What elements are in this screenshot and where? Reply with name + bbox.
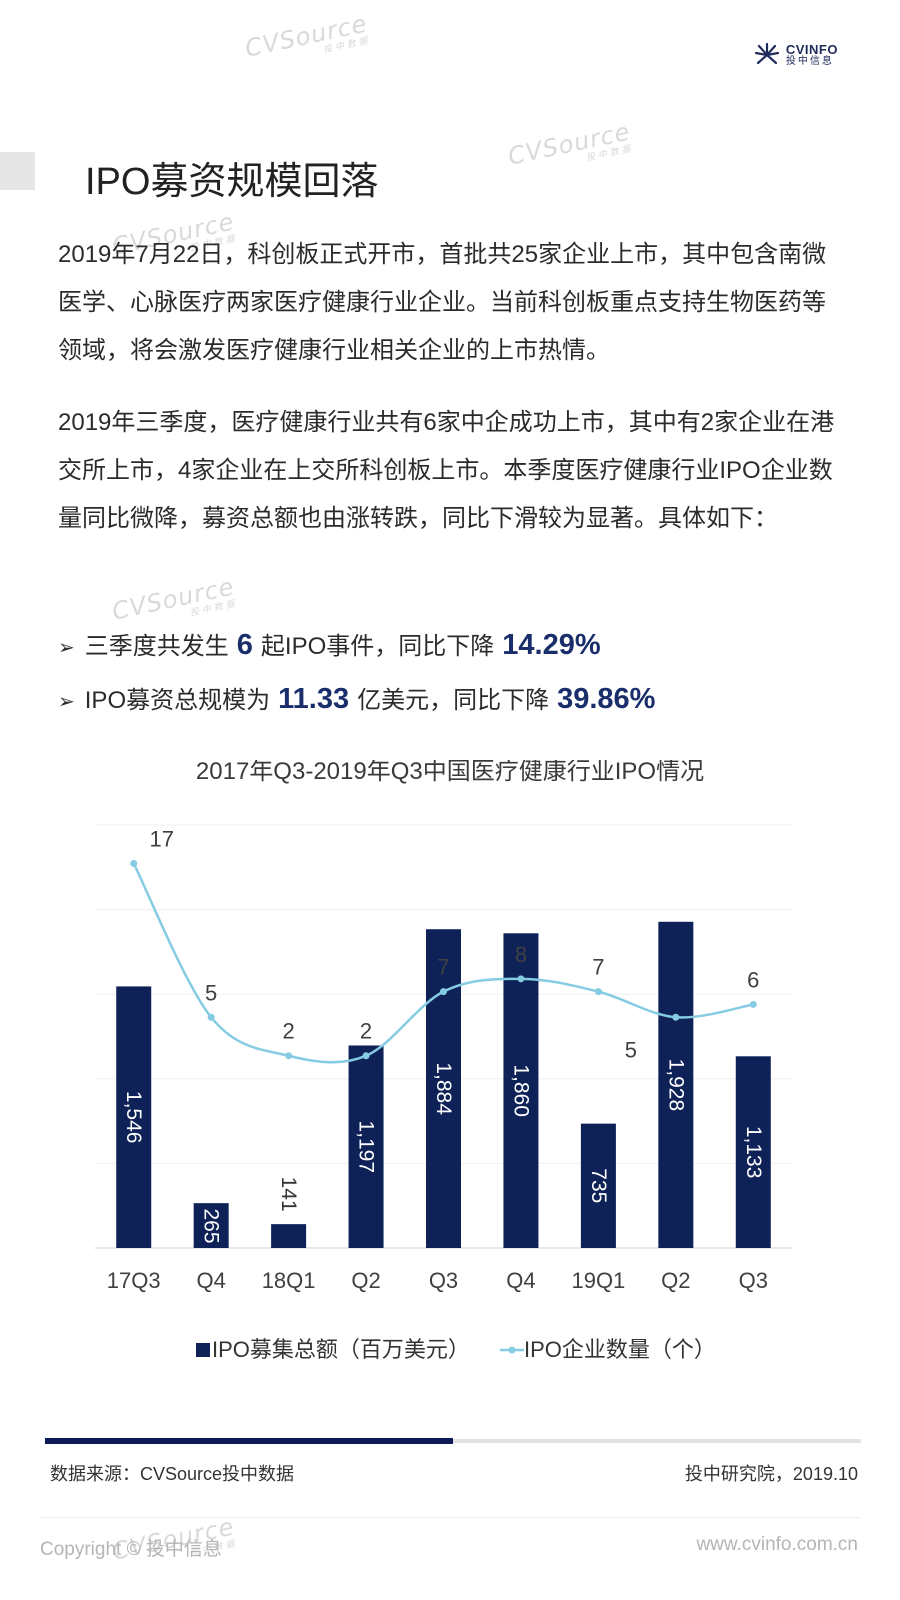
- starburst-icon: [754, 42, 779, 65]
- bar: [116, 986, 152, 1248]
- count-point: [440, 988, 447, 996]
- arrow-bullet-icon: ➢: [58, 691, 75, 713]
- highlight-percent: 39.86%: [557, 683, 656, 715]
- bar: [348, 1045, 384, 1248]
- bar-value-label: 1,133: [742, 1126, 765, 1179]
- x-tick-label: Q3: [739, 1268, 768, 1293]
- watermark: CVSource 投中数据: [505, 117, 635, 171]
- bar: [271, 1224, 307, 1248]
- copyright: Copyright © 投中信息: [40, 1539, 222, 1560]
- data-source: 数据来源：CVSource投中数据: [50, 1464, 295, 1484]
- legend-label-line: IPO企业数量（个）: [524, 1337, 716, 1362]
- logo-text-en: CVINFO: [785, 41, 838, 57]
- legend-swatch-bar: [196, 1343, 210, 1357]
- count-value-label: 7: [437, 955, 449, 980]
- bar-value-label: 1,928: [664, 1059, 687, 1112]
- count-value-label: 2: [360, 1019, 372, 1044]
- bar-value-label: 1,884: [432, 1062, 455, 1115]
- x-tick-label: Q2: [661, 1268, 690, 1293]
- bullet-text: IPO募资总规模为: [84, 687, 271, 714]
- count-point: [517, 975, 525, 983]
- x-tick-label: 17Q3: [107, 1268, 161, 1293]
- count-point: [594, 988, 602, 996]
- bar: [503, 933, 539, 1248]
- bullet-ipo-amount: ➢ IPO募资总规模为 11.33 亿美元，同比下降 39.86%: [58, 680, 663, 716]
- chart-title: 2017年Q3-2019年Q3中国医疗健康行业IPO情况: [196, 760, 704, 785]
- arrow-bullet-icon: ➢: [58, 637, 75, 659]
- count-point: [130, 859, 138, 867]
- x-tick-label: Q4: [506, 1268, 535, 1293]
- count-point: [672, 1013, 680, 1021]
- bar: [735, 1056, 771, 1248]
- ipo-combo-chart: 2017年Q3-2019年Q3中国医疗健康行业IPO情况1,5462651411…: [95, 760, 792, 1362]
- paragraph-star-market: 2019年7月22日，科创板正式开市，首批共25家企业上市，其中包含南微医学、心…: [58, 241, 827, 364]
- count-point: [207, 1013, 215, 1021]
- x-tick-label: Q4: [196, 1268, 225, 1293]
- highlight-number: 11.33: [278, 683, 350, 715]
- logo-text-cn: 投中信息: [785, 55, 834, 67]
- bar-value-label: 265: [200, 1208, 223, 1243]
- research-credit: 投中研究院，2019.10: [684, 1464, 858, 1484]
- bullet-text: 三季度共发生: [84, 633, 229, 660]
- bar-value-label: 1,860: [509, 1064, 532, 1117]
- bullet-text: 起IPO事件，同比下降: [260, 633, 495, 660]
- watermark: CVSource 投中数据: [242, 9, 372, 63]
- bullet-ipo-count: ➢ 三季度共发生 6 起IPO事件，同比下降 14.29%: [58, 626, 609, 662]
- bar-value-label: 141: [277, 1177, 300, 1212]
- bar: [193, 1203, 229, 1248]
- count-value-label: 7: [592, 955, 604, 980]
- count-value-label: 5: [625, 1037, 637, 1062]
- count-value-label: 17: [149, 826, 173, 851]
- cvinfo-logo: CVINFO 投中信息: [754, 42, 838, 68]
- count-value-label: 2: [282, 1019, 294, 1044]
- bar: [580, 1123, 616, 1248]
- footer-divider: [40, 1517, 860, 1518]
- x-tick-label: 19Q1: [571, 1268, 625, 1293]
- highlight-percent: 14.29%: [502, 629, 601, 661]
- x-tick-label: Q2: [351, 1268, 380, 1293]
- count-point: [749, 1000, 757, 1008]
- legend-label-bar: IPO募集总额（百万美元）: [212, 1337, 470, 1362]
- count-value-label: 8: [515, 942, 527, 967]
- website-link[interactable]: www.cvinfo.com.cn: [696, 1534, 858, 1555]
- bar: [426, 929, 461, 1248]
- count-value-label: 5: [205, 980, 217, 1005]
- legend-swatch-point: [508, 1346, 516, 1354]
- bar: [658, 921, 694, 1248]
- paragraph-q3-summary: 2019年三季度，医疗健康行业共有6家中企成功上市，其中有2家企业在港交所上市，…: [58, 409, 835, 532]
- count-value-label: 6: [747, 967, 759, 992]
- bar-value-label: 1,197: [355, 1120, 378, 1173]
- bullet-text: 亿美元，同比下降: [357, 687, 550, 714]
- title-accent-bar: [0, 152, 35, 190]
- page-title: IPO募资规模回落: [85, 161, 379, 203]
- x-tick-label: 18Q1: [262, 1268, 316, 1293]
- bar-value-label: 1,546: [122, 1091, 145, 1144]
- x-tick-label: Q3: [429, 1268, 458, 1293]
- highlight-number: 6: [236, 629, 253, 661]
- bar-value-label: 735: [587, 1168, 610, 1203]
- count-point: [362, 1052, 370, 1060]
- footer-bar-light: [453, 1439, 861, 1443]
- footer-bar-dark: [45, 1438, 453, 1444]
- count-point: [285, 1052, 293, 1060]
